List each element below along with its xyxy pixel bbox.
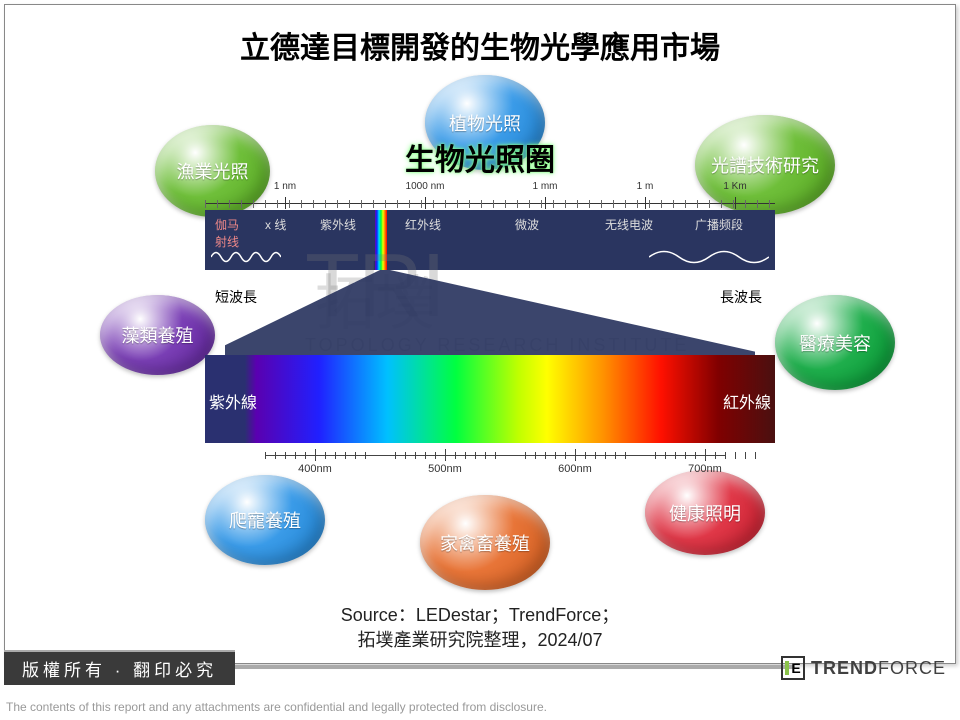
main-frame: 立德達目標開發的生物光學應用市場 植物光照漁業光照光譜技術研究藻類養殖醫療美容爬… xyxy=(4,4,956,664)
uv-label: 紫外線 xyxy=(209,389,257,413)
footer-bar: 版權所有 · 翻印必究 xyxy=(4,652,795,682)
ir-label: 紅外線 xyxy=(723,389,771,413)
diagram-subtitle: 生物光照圈 xyxy=(5,135,955,179)
page-title: 立德達目標開發的生物光學應用市場 xyxy=(5,23,955,67)
trendforce-logo: E TRENDFORCE xyxy=(781,656,946,680)
copyright-notice: 版權所有 · 翻印必究 xyxy=(4,650,235,685)
disclaimer-text: The contents of this report and any atta… xyxy=(6,700,547,714)
bubble-reptile: 爬寵養殖 xyxy=(205,475,325,565)
bubble-medical: 醫療美容 xyxy=(775,295,895,390)
bubble-health: 健康照明 xyxy=(645,470,765,555)
logo-icon: E xyxy=(781,656,805,680)
visible-spectrum-bar: 紫外線 紅外線 xyxy=(205,355,775,443)
source-citation: Source：LEDestar；TrendForce； 拓墣產業研究院整理，20… xyxy=(5,603,955,653)
bubble-poultry: 家禽畜養殖 xyxy=(420,495,550,590)
bubble-algae: 藻類養殖 xyxy=(100,295,215,375)
nm-scale: 400nm500nm600nm700nm xyxy=(205,447,775,477)
em-ruler: 1 nm1000 nm1 mm1 m1 Km xyxy=(205,185,775,210)
spectrum-connector xyxy=(225,270,755,360)
em-spectrum-band: 伽马 射线x 线紫外线红外线微波无线电波广播频段 xyxy=(205,210,775,270)
